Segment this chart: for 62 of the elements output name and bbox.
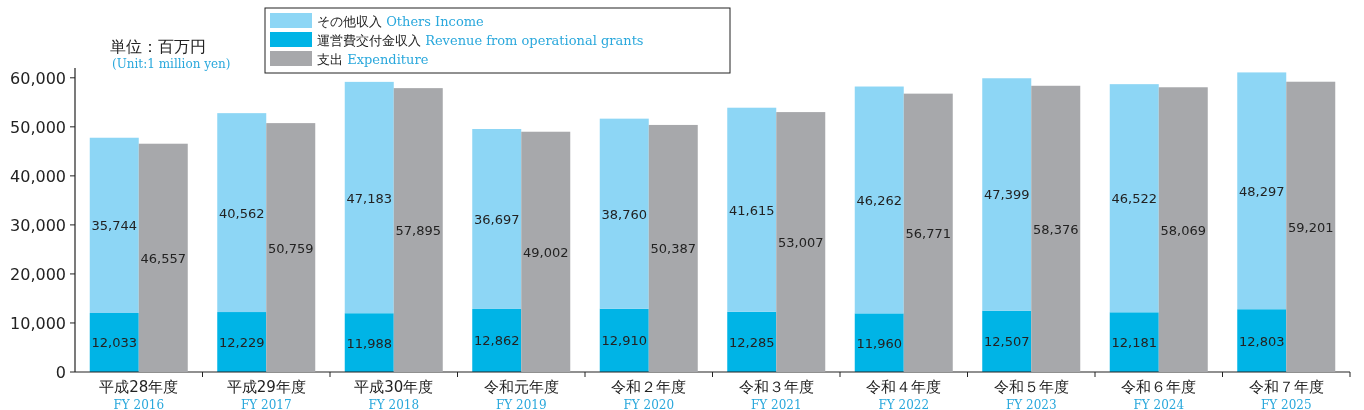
bar [727,311,777,372]
y-tick-label: 10,000 [10,313,66,333]
x-tick-label: 令和６年度 FY 2024 [1121,378,1197,410]
data-label: 58,376 [1033,221,1079,237]
x-tick-label: 令和７年度 FY 2025 [1248,378,1324,410]
data-label: 46,557 [140,250,186,266]
data-label: 57,895 [395,223,441,239]
x-tick-label: 令和４年度 FY 2022 [866,378,942,410]
data-label: 36,697 [474,211,520,227]
y-tick-label: 50,000 [10,117,66,137]
bar [1237,309,1287,372]
bar [1109,312,1159,372]
data-label: 12,862 [474,333,520,349]
x-tick-label: 令和元年度 FY 2019 [483,378,559,410]
data-label: 11,988 [346,335,392,351]
data-label: 50,387 [650,241,696,257]
bar [344,313,394,372]
y-tick-label: 60,000 [10,68,66,88]
data-label: 12,285 [729,334,775,350]
data-label: 50,759 [268,240,314,256]
data-label: 12,229 [219,335,265,351]
bar [217,312,267,372]
bar [599,308,649,372]
data-label: 56,771 [905,225,951,241]
data-label: 47,183 [346,190,392,206]
data-label: 35,744 [91,218,137,234]
bar [854,313,904,372]
data-label: 12,803 [1239,333,1285,349]
chart-subtitle: (Unit:1 million yen) [112,57,231,71]
data-label: 12,181 [1111,335,1157,351]
bar [89,313,139,372]
data-label: 46,522 [1111,191,1157,207]
data-label: 11,960 [856,335,902,351]
legend-label: その他収入 Others Income [317,14,485,29]
chart-title: 単位：百万円 [110,37,206,56]
data-label: 48,297 [1239,183,1285,199]
data-label: 40,562 [219,205,265,221]
x-tick-label: 令和３年度 FY 2021 [738,378,814,410]
x-tick-label: 令和２年度 FY 2020 [611,378,687,410]
bar [982,310,1032,372]
x-tick-label: 令和５年度 FY 2023 [993,378,1069,410]
data-label: 12,507 [984,334,1030,350]
data-label: 59,201 [1288,219,1334,235]
y-tick-label: 30,000 [10,215,66,235]
legend-label: 支出 Expenditure [317,52,429,67]
x-tick-label: 平成30年度 FY 2018 [354,378,434,410]
data-label: 47,399 [984,187,1030,203]
data-label: 46,262 [856,192,902,208]
data-label: 53,007 [778,235,824,251]
data-label: 41,615 [729,202,775,218]
data-label: 12,033 [91,335,137,351]
data-label: 12,910 [601,333,647,349]
legend-label: 運営費交付金収入 Revenue from operational grants [317,33,644,48]
y-tick-label: 40,000 [10,166,66,186]
y-tick-label: 20,000 [10,264,66,284]
x-tick-label: 平成28年度 FY 2016 [99,378,179,410]
bar [472,308,522,372]
x-tick-label: 平成29年度 FY 2017 [226,378,306,410]
data-label: 58,069 [1160,222,1206,238]
data-label: 49,002 [523,244,569,260]
y-tick-label: 0 [55,363,66,382]
data-label: 38,760 [601,206,647,222]
